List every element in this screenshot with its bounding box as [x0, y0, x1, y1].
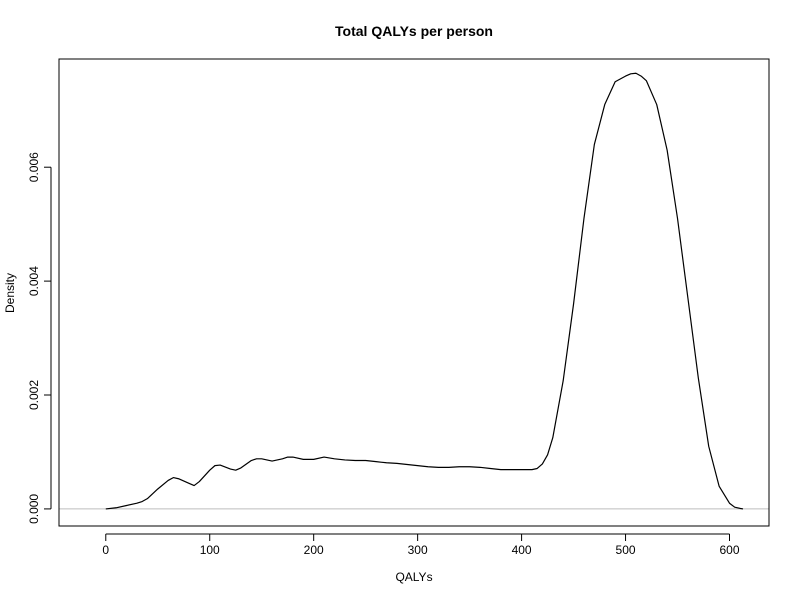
x-tick-label: 500 [616, 543, 636, 557]
x-tick-label: 300 [408, 543, 428, 557]
x-tick-label: 600 [719, 543, 739, 557]
x-tick-label: 0 [102, 543, 109, 557]
y-tick-label: 0.000 [27, 494, 41, 524]
x-tick-label: 100 [200, 543, 220, 557]
y-axis: 0.000 0.002 0.004 0.006 [27, 152, 52, 524]
y-tick-label: 0.002 [27, 380, 41, 410]
y-axis-label: Density [3, 273, 17, 313]
chart-title: Total QALYs per person [335, 23, 493, 39]
x-axis: 0 100 200 300 400 500 600 [102, 533, 740, 557]
plot-frame [58, 58, 770, 527]
x-axis-label: QALYs [395, 570, 432, 584]
x-tick-label: 200 [304, 543, 324, 557]
plot-area [58, 58, 770, 527]
y-tick-label: 0.004 [27, 266, 41, 296]
x-tick-label: 400 [512, 543, 532, 557]
density-curve [105, 72, 744, 510]
y-tick-label: 0.006 [27, 152, 41, 182]
